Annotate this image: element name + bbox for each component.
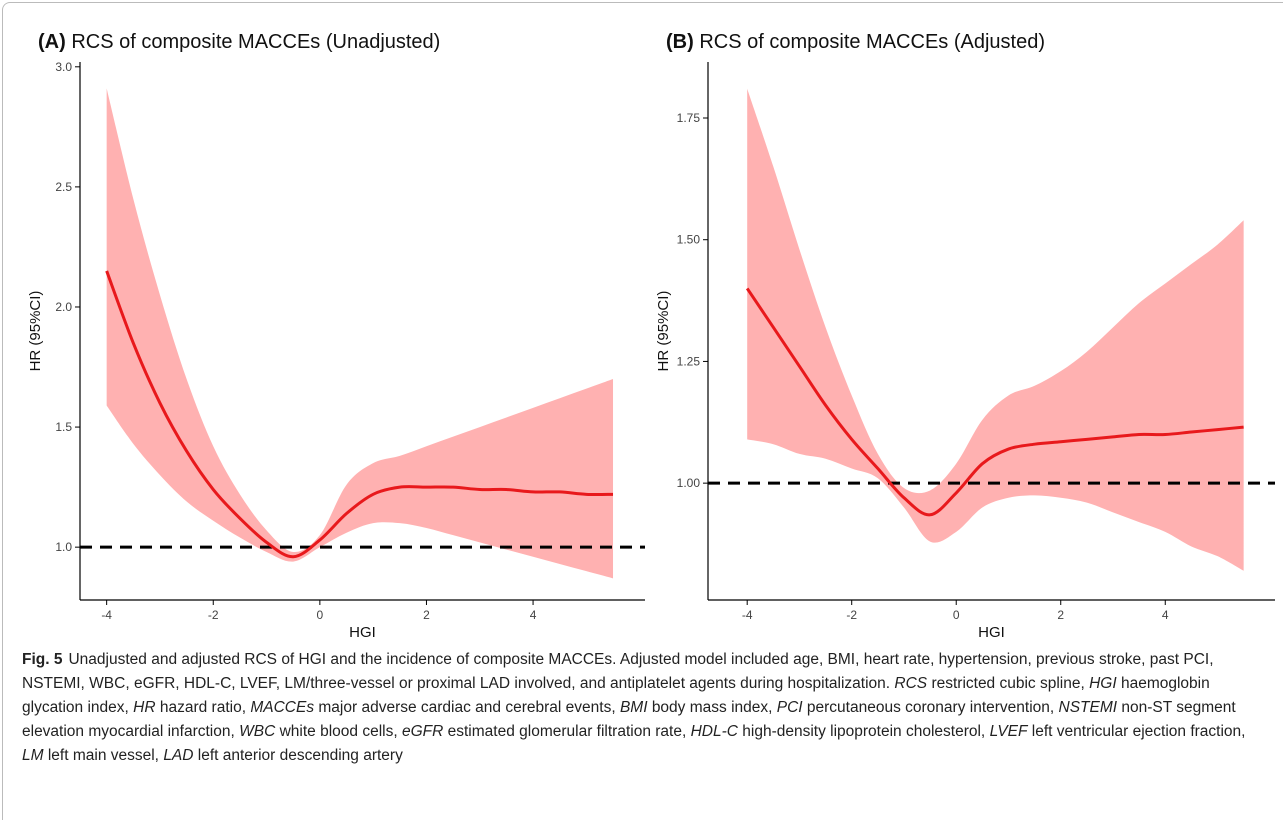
- y-tick-label: 1.00: [677, 476, 701, 490]
- ci-band: [106, 88, 614, 579]
- chart-title: (B) RCS of composite MACCEs (Adjusted): [666, 31, 1045, 53]
- abbr-definition: hazard ratio,: [159, 699, 247, 716]
- x-tick-label: 4: [530, 608, 537, 622]
- x-tick-label: 2: [1057, 608, 1064, 622]
- x-tick-label: -2: [846, 608, 857, 622]
- y-tick-label: 1.50: [677, 233, 701, 247]
- y-tick-label: 2.0: [55, 300, 72, 314]
- y-tick-label: 3.0: [55, 60, 72, 74]
- x-tick-label: 4: [1162, 608, 1169, 622]
- abbr-term: RCS: [894, 675, 928, 692]
- abbr-term: LVEF: [989, 723, 1028, 740]
- panel-label: (B): [666, 31, 694, 53]
- abbr-term: WBC: [239, 723, 276, 740]
- hr-line: [745, 287, 1244, 517]
- y-tick-label: 1.0: [55, 540, 72, 554]
- abbr-term: PCI: [776, 699, 803, 716]
- caption: Fig. 5 Unadjusted and adjusted RCS of HGI…: [22, 648, 1267, 768]
- abbr-definition: left anterior descending artery: [197, 747, 403, 764]
- y-tick-label: 1.25: [677, 354, 701, 368]
- y-tick-label: 2.5: [55, 180, 72, 194]
- x-tick-label: 2: [423, 608, 430, 622]
- ci-band: [747, 88, 1244, 571]
- abbr-term: HR: [133, 699, 156, 716]
- abbr-definition: restricted cubic spline,: [931, 675, 1085, 692]
- abbr-definition: percutaneous coronary intervention,: [806, 699, 1055, 716]
- x-tick-label: -2: [208, 608, 219, 622]
- panel-label: (A): [38, 31, 66, 53]
- abbr-definition: estimated glomerular filtration rate,: [447, 723, 687, 740]
- abbr-definition: high-density lipoprotein cholesterol,: [742, 723, 986, 740]
- title-text: RCS of composite MACCEs (Adjusted): [699, 31, 1045, 53]
- x-tick-label: -4: [101, 608, 112, 622]
- abbr-definition: white blood cells,: [279, 723, 398, 740]
- abbr-definition: major adverse cardiac and cerebral event…: [318, 699, 616, 716]
- title-text: RCS of composite MACCEs (Unadjusted): [71, 31, 440, 53]
- abbr-definition: body mass index,: [651, 699, 773, 716]
- abbr-term: LM: [22, 747, 44, 764]
- y-axis-label: HR (95%CI): [27, 291, 44, 372]
- hr-line: [105, 270, 614, 559]
- x-tick-label: 0: [953, 608, 960, 622]
- abbr-definition: left ventricular ejection fraction,: [1031, 723, 1246, 740]
- abbr-term: HDL-C: [690, 723, 738, 740]
- abbr-term: BMI: [619, 699, 648, 716]
- abbr-term: eGFR: [401, 723, 444, 740]
- y-tick-label: 1.5: [55, 420, 72, 434]
- abbreviations: RCS restricted cubic spline, HGI haemogl…: [22, 675, 1245, 764]
- chart-title: (A) RCS of composite MACCEs (Unadjusted): [38, 31, 440, 53]
- x-tick-label: -4: [742, 608, 753, 622]
- abbr-term: HGI: [1089, 675, 1117, 692]
- abbr-definition: non-ST segment elevation myocardial infa…: [22, 699, 1236, 740]
- x-axis-label: HGI: [349, 624, 376, 640]
- y-axis-label: HR (95%CI): [655, 291, 672, 372]
- y-tick-label: 1.75: [677, 111, 701, 125]
- abbr-term: LAD: [163, 747, 194, 764]
- abbr-definition: left main vessel,: [47, 747, 159, 764]
- caption-label: Fig. 5: [22, 651, 63, 668]
- x-axis-label: HGI: [978, 624, 1005, 640]
- abbr-term: MACCEs: [250, 699, 315, 716]
- figure: (A) RCS of composite MACCEs (Unadjusted)…: [27, 31, 1275, 640]
- abbr-definition: haemoglobin glycation index,: [22, 675, 1210, 716]
- abbr-term: NSTEMI: [1058, 699, 1118, 716]
- x-tick-label: 0: [317, 608, 324, 622]
- caption-text: Unadjusted and adjusted RCS of HGI and t…: [22, 651, 1214, 692]
